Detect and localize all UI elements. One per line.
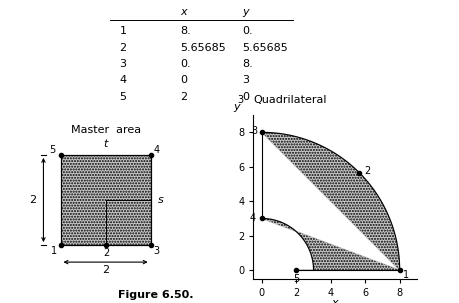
Text: 2: 2	[119, 42, 127, 52]
Text: Quadrilateral: Quadrilateral	[253, 95, 327, 105]
Text: 4: 4	[119, 75, 127, 85]
Text: 8.: 8.	[180, 26, 190, 36]
Text: 0.: 0.	[242, 26, 253, 36]
Text: 5: 5	[49, 145, 56, 155]
Text: 1: 1	[403, 270, 409, 280]
Text: 5: 5	[293, 274, 299, 284]
Text: 0: 0	[242, 92, 249, 102]
Y-axis label: y: y	[234, 102, 240, 112]
Text: 8.: 8.	[242, 59, 253, 69]
Polygon shape	[262, 132, 400, 270]
Text: 3: 3	[237, 95, 243, 105]
Text: 0: 0	[180, 75, 187, 85]
Text: Figure 6.50.: Figure 6.50.	[118, 290, 194, 300]
Text: y: y	[242, 6, 249, 17]
FancyBboxPatch shape	[61, 155, 151, 245]
Text: 4: 4	[249, 214, 256, 224]
Text: 3: 3	[251, 126, 257, 136]
Text: 3: 3	[153, 246, 159, 256]
Text: 1: 1	[119, 26, 126, 36]
Text: s: s	[157, 195, 163, 205]
Text: 0.: 0.	[180, 59, 190, 69]
Text: x: x	[180, 6, 186, 17]
X-axis label: x: x	[332, 298, 338, 303]
Text: 5.65685: 5.65685	[242, 42, 288, 52]
Text: t: t	[103, 139, 108, 149]
Text: 2: 2	[364, 166, 370, 176]
Text: 2: 2	[102, 265, 109, 275]
Text: 2: 2	[180, 92, 187, 102]
Text: 5.65685: 5.65685	[180, 42, 226, 52]
Text: 3: 3	[242, 75, 249, 85]
Text: 2: 2	[29, 195, 36, 205]
Text: 2: 2	[103, 248, 110, 258]
Text: 4: 4	[153, 145, 159, 155]
Text: Master  area: Master area	[71, 125, 140, 135]
Text: 5: 5	[119, 92, 126, 102]
Text: 1: 1	[51, 246, 57, 256]
Text: 3: 3	[119, 59, 126, 69]
